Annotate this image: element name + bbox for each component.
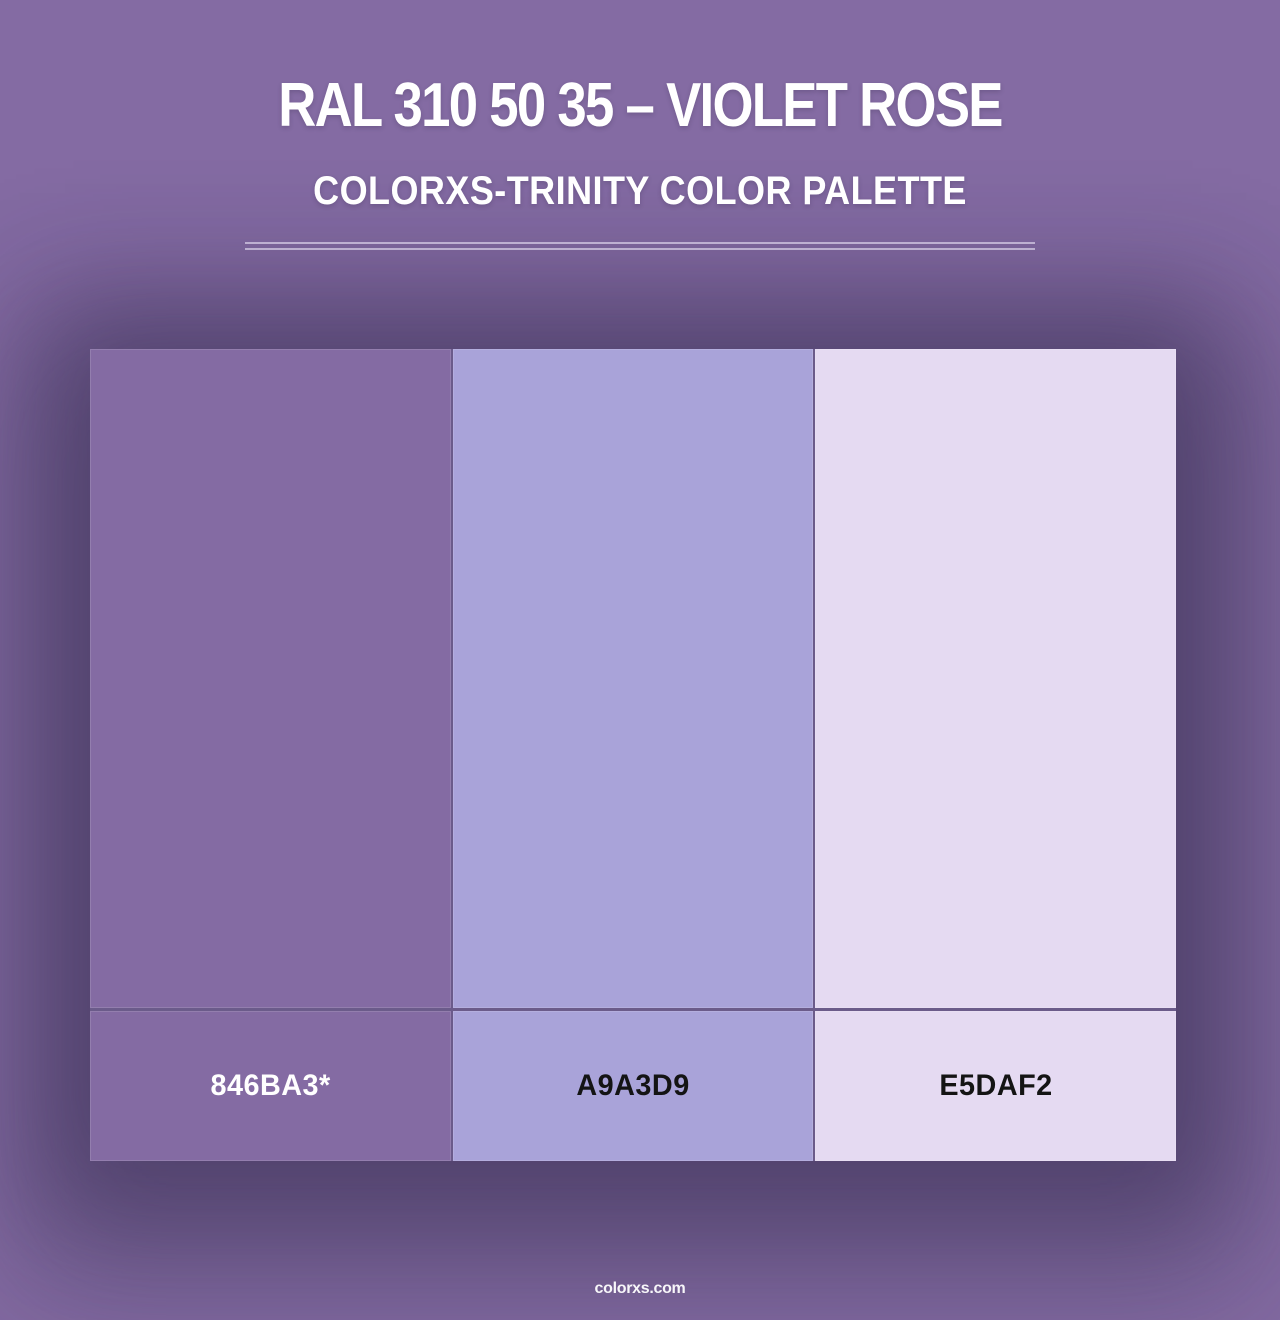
hex-code-846ba3: 846BA3*: [210, 1069, 331, 1102]
swatch-e5daf2: [815, 349, 1176, 1008]
page-title: RAL 310 50 35 – VIOLET ROSE: [278, 71, 1003, 140]
color-palette: 846BA3* A9A3D9 E5DAF2: [90, 349, 1176, 1161]
page-subtitle: COLORXS-TRINITY COLOR PALETTE: [313, 169, 967, 213]
swatch-a9a3d9: [452, 349, 814, 1008]
header-divider: [245, 242, 1035, 250]
swatch-846ba3: [90, 349, 451, 1008]
swatch-label-cell-846ba3: 846BA3*: [90, 1011, 451, 1161]
swatch-label-cell-a9a3d9: A9A3D9: [452, 1011, 814, 1161]
colorxs-watermark: colorxs.com: [594, 1280, 686, 1297]
hex-code-a9a3d9: A9A3D9: [576, 1069, 690, 1102]
hex-code-e5daf2: E5DAF2: [938, 1069, 1053, 1102]
swatch-label-cell-e5daf2: E5DAF2: [815, 1011, 1176, 1161]
header: RAL 310 50 35 – VIOLET ROSE COLORXS-TRIN…: [0, 0, 1280, 250]
